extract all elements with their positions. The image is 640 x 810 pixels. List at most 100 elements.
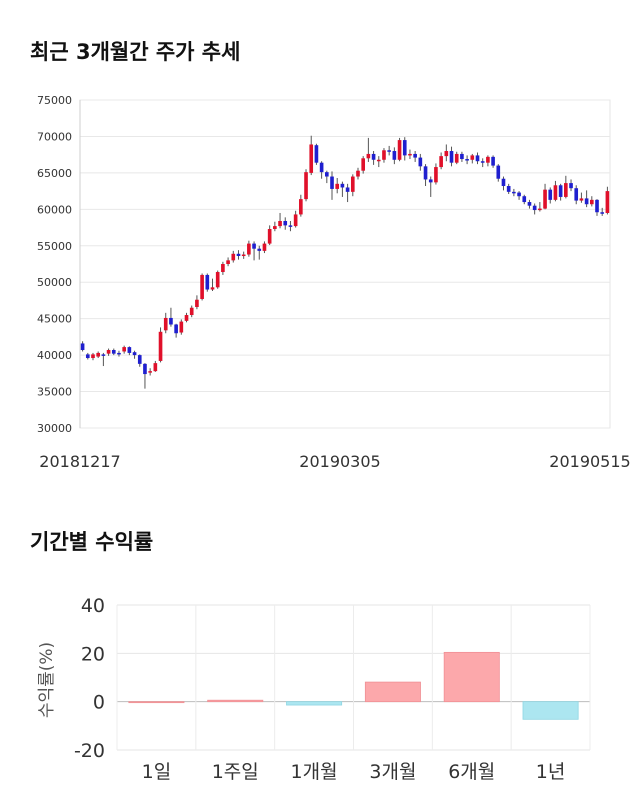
candle-body: [262, 243, 267, 251]
x-tick-label: 1개월: [291, 761, 338, 783]
y-tick-label: 70000: [37, 130, 72, 143]
y-axis-label: 수익률(%): [37, 642, 57, 718]
candle: [340, 181, 345, 197]
candle-body: [137, 355, 142, 364]
candle-body: [480, 161, 485, 163]
candle: [96, 351, 101, 359]
candle: [169, 307, 173, 327]
candle-body: [486, 156, 490, 163]
candle-body: [454, 153, 459, 163]
price-trend-title: 최근 3개월간 주가 추세: [30, 40, 241, 64]
candle-body: [241, 254, 246, 257]
candle-body: [428, 179, 433, 183]
candle: [324, 170, 329, 184]
candle-body: [345, 187, 350, 192]
candle-body: [335, 183, 340, 189]
candle-body: [91, 354, 95, 359]
candle: [293, 210, 298, 228]
candle-body: [221, 264, 225, 273]
candle-body: [96, 352, 101, 357]
y-tick-label: 65000: [37, 167, 72, 180]
candle-body: [475, 155, 480, 162]
candle-body: [366, 153, 371, 159]
candle: [278, 212, 282, 229]
candle-body: [522, 196, 527, 203]
y-tick-label: 20: [81, 643, 105, 665]
candle: [418, 153, 423, 171]
candle-body: [408, 153, 412, 156]
candle: [439, 152, 443, 170]
candle: [522, 194, 527, 205]
candle-body: [267, 229, 272, 244]
candle-body: [288, 225, 293, 227]
candle: [137, 354, 142, 367]
candle: [200, 273, 204, 301]
candle: [538, 202, 542, 212]
y-tick-label: 40: [81, 595, 105, 617]
candle: [132, 350, 137, 359]
candle: [595, 199, 599, 216]
candle-body: [169, 317, 173, 325]
candle-body: [153, 363, 158, 372]
y-tick-label: 35000: [37, 386, 72, 399]
candle-body: [299, 199, 303, 215]
candle: [491, 155, 495, 168]
candle-body: [584, 198, 589, 205]
candle: [558, 183, 563, 201]
candle-body: [163, 317, 168, 331]
candle-body: [376, 159, 381, 162]
candle-body: [444, 151, 449, 157]
candle-body: [501, 178, 506, 187]
candle: [589, 196, 594, 207]
candle-body: [184, 315, 189, 321]
candle-body: [496, 165, 501, 179]
candle-body: [465, 159, 469, 161]
candle: [345, 183, 350, 203]
candle: [319, 161, 324, 179]
candle: [174, 323, 178, 338]
candle-body: [517, 192, 521, 197]
candle-body: [350, 176, 355, 192]
candle: [226, 257, 230, 267]
candle: [335, 177, 340, 194]
candle-body: [148, 371, 152, 373]
candle-body: [236, 253, 241, 256]
candle: [163, 312, 168, 334]
candle: [101, 352, 106, 367]
candle-body: [195, 299, 199, 308]
candle: [605, 186, 610, 215]
candle: [366, 137, 371, 162]
candle-body: [252, 243, 256, 249]
candle-body: [506, 186, 511, 192]
candle-body: [356, 170, 360, 177]
candle-body: [324, 172, 329, 177]
candlestick-chart: 75000 70000 65000 60000 55000 50000 45000 40000…: [37, 94, 631, 471]
return-bar: [443, 651, 500, 703]
x-tick-label: 20181217: [39, 452, 120, 471]
candle: [91, 352, 95, 361]
candle: [527, 199, 532, 209]
candle: [434, 163, 438, 185]
candle: [350, 174, 355, 197]
candle: [80, 341, 85, 352]
y-tick-label: 40000: [37, 349, 72, 362]
y-tick-label: 30000: [37, 422, 72, 435]
candle-body: [330, 176, 334, 189]
candle-body: [80, 343, 85, 351]
candle: [273, 221, 277, 232]
candle: [480, 158, 485, 168]
candle: [512, 188, 516, 197]
candle: [267, 225, 272, 246]
candle-body: [382, 150, 386, 160]
candle-body: [215, 272, 220, 288]
candle: [569, 179, 573, 192]
candle-body: [532, 205, 537, 211]
candle: [148, 368, 152, 376]
candle-body: [491, 156, 495, 166]
candle: [408, 149, 412, 160]
candle-body: [101, 354, 106, 356]
candle: [449, 146, 454, 167]
candle: [106, 348, 111, 356]
candle: [153, 360, 158, 372]
candle: [376, 156, 381, 168]
